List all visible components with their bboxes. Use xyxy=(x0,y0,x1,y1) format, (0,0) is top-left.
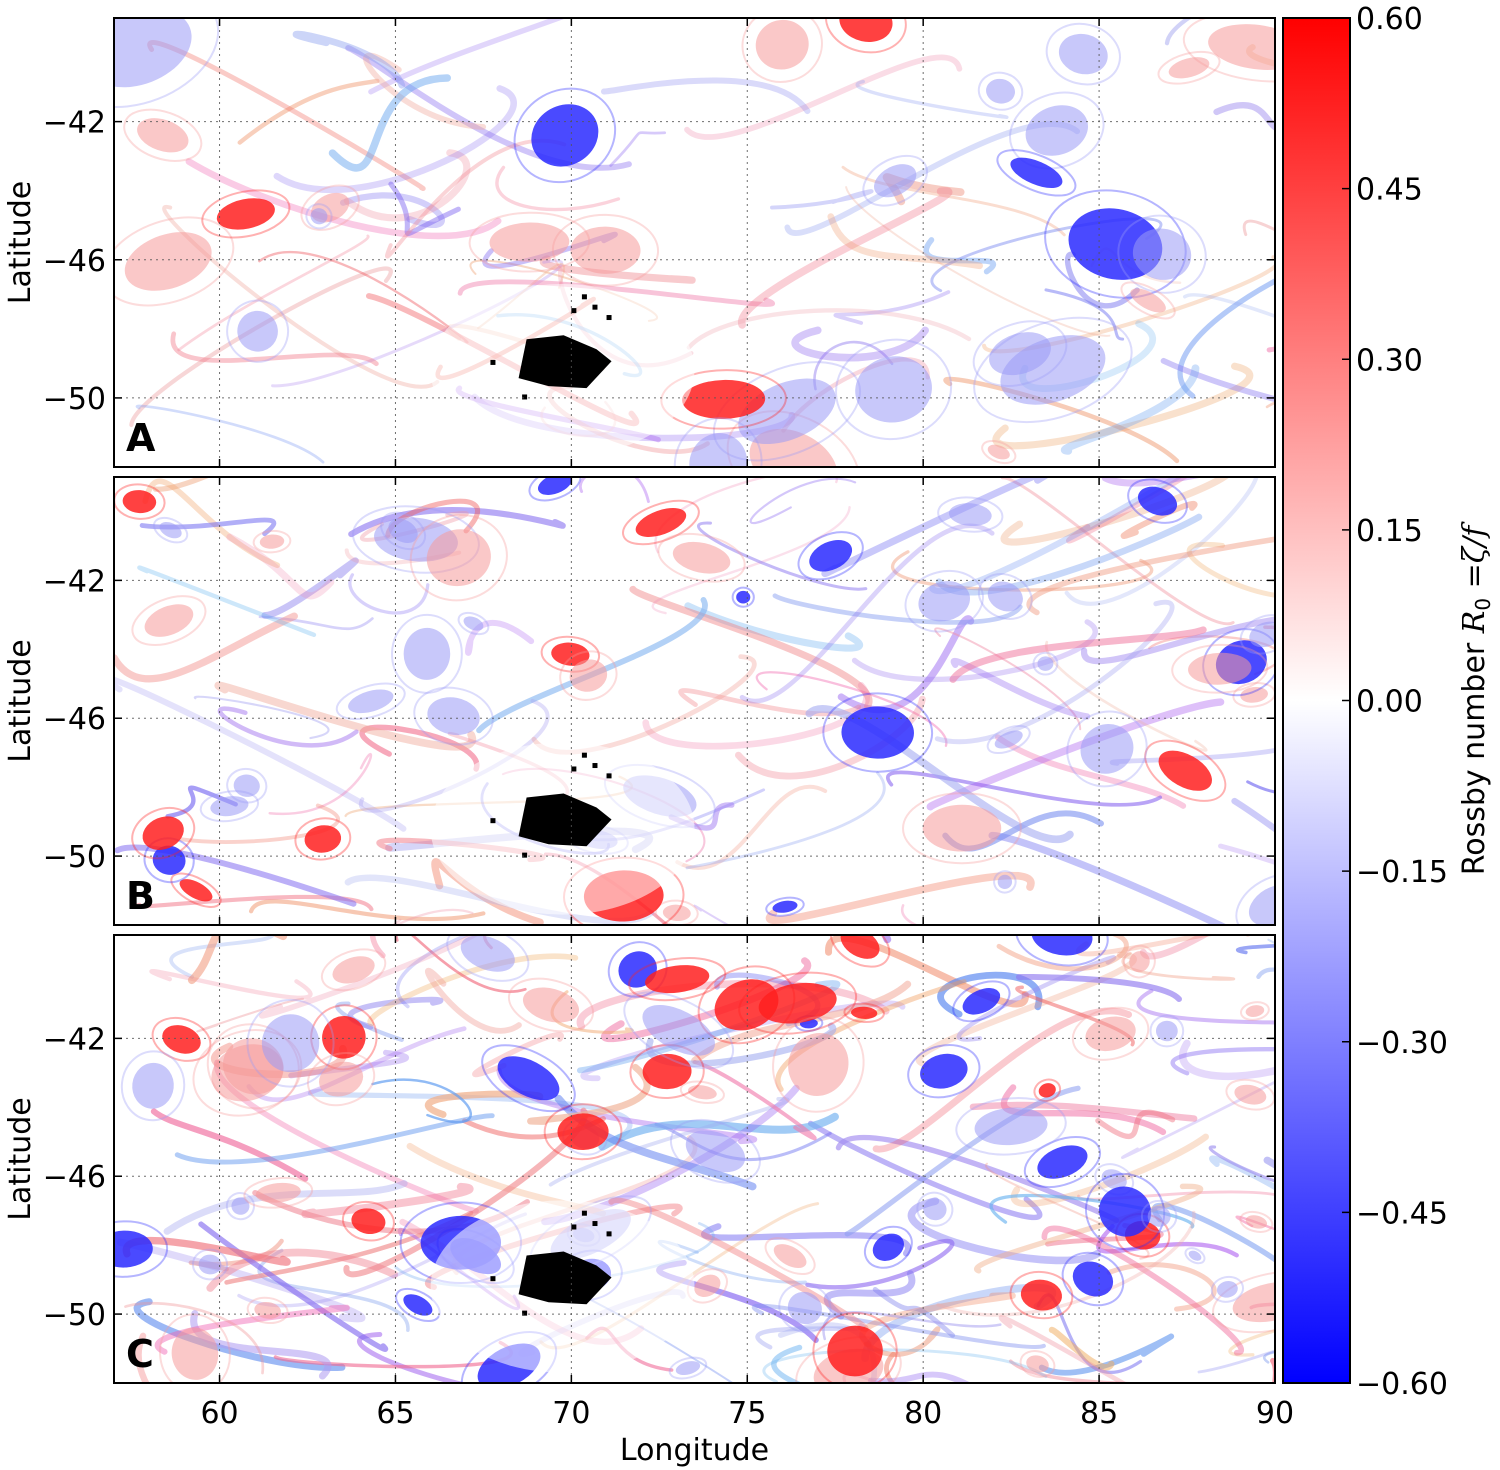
colorbar-tick-label: −0.45 xyxy=(1356,1196,1448,1231)
masked-land-dot xyxy=(581,752,587,758)
vorticity-field xyxy=(114,477,1275,925)
colorbar-label-main: Rossby number xyxy=(1457,633,1492,875)
masked-land-dot xyxy=(606,1231,612,1237)
masked-land-dot xyxy=(606,315,612,321)
panel-c: −42 −46 −50 Latitude C xyxy=(3,934,1276,1384)
colorbar-tick-label: 0.30 xyxy=(1356,343,1423,378)
colorbar-label-equation: =ζ/f xyxy=(1457,521,1492,598)
masked-land-dot xyxy=(571,766,577,772)
panel-label: C xyxy=(126,1332,154,1376)
masked-land-dot xyxy=(522,852,528,858)
vorticity-field xyxy=(114,18,1275,467)
masked-land-dot xyxy=(522,1310,528,1316)
y-tick-label: −50 xyxy=(43,840,106,875)
masked-land-dot xyxy=(490,1276,496,1282)
masked-land-dot xyxy=(490,359,496,365)
masked-land-dot xyxy=(490,818,496,824)
y-tick-label: −42 xyxy=(43,1022,106,1057)
grid xyxy=(114,477,1275,925)
masked-land-dot xyxy=(581,1210,587,1216)
grid xyxy=(114,18,1275,467)
y-axis-label: Latitude xyxy=(3,1097,38,1220)
y-tick-label: −42 xyxy=(43,106,106,141)
masked-land-dot xyxy=(581,294,587,300)
x-axis: 60 65 70 75 80 85 90 Longitude xyxy=(200,1396,1294,1468)
y-axis-label: Latitude xyxy=(3,639,38,762)
y-tick-label: −46 xyxy=(43,1160,106,1195)
colorbar-tick-label: 0.45 xyxy=(1356,173,1423,208)
colorbar: 0.60 0.45 0.30 0.15 0.00 −0.15 −0.30 −0.45 −0.60… xyxy=(1282,2,1495,1402)
y-axis-label: Latitude xyxy=(3,181,38,304)
panel-a: −42 −46 −50 Latitude A xyxy=(3,17,1276,468)
panel-frame xyxy=(113,934,1276,1384)
colorbar-tick-label: 0.60 xyxy=(1356,2,1423,37)
masked-land-dot xyxy=(571,308,577,314)
colorbar-tick-label: 0.00 xyxy=(1356,685,1423,720)
masked-land-dot xyxy=(592,763,598,769)
y-tick-label: −46 xyxy=(43,702,106,737)
y-tick-label: −42 xyxy=(43,564,106,599)
masked-land-dot xyxy=(592,304,598,310)
x-tick-label: 85 xyxy=(1080,1396,1118,1431)
masked-land-dot xyxy=(606,773,612,779)
panels: −42−46−50LatitudeA−42−46−50LatitudeB−42−… xyxy=(3,17,1276,1384)
x-tick-label: 60 xyxy=(200,1396,238,1431)
masked-land-dot xyxy=(571,1224,577,1230)
masked-land xyxy=(518,335,612,389)
colorbar-tick-label: −0.30 xyxy=(1356,1026,1448,1061)
panel-b: −42 −46 −50 Latitude B xyxy=(3,476,1276,926)
colorbar-tick-label: −0.60 xyxy=(1356,1367,1448,1402)
panel-frame xyxy=(113,17,1276,468)
panel-label: B xyxy=(126,874,155,918)
panel-frame xyxy=(113,476,1276,926)
y-tick-label: −50 xyxy=(43,1298,106,1333)
x-axis-label: Longitude xyxy=(620,1433,769,1468)
colorbar-tick-label: 0.15 xyxy=(1356,514,1423,549)
x-tick-label: 90 xyxy=(1256,1396,1294,1431)
grid xyxy=(114,935,1275,1383)
masked-land xyxy=(518,793,612,847)
vorticity-field xyxy=(114,935,1275,1383)
x-tick-label: 75 xyxy=(728,1396,766,1431)
x-tick-label: 80 xyxy=(904,1396,942,1431)
x-tick-label: 65 xyxy=(376,1396,414,1431)
colorbar-label: Rossby number R0 =ζ/f xyxy=(1457,521,1495,875)
colorbar-tick-label: −0.15 xyxy=(1356,855,1448,890)
colorbar-label-subscript: 0 xyxy=(1471,598,1495,611)
masked-land xyxy=(518,1251,612,1305)
masked-land-dot xyxy=(522,394,528,400)
y-tick-label: −46 xyxy=(43,244,106,279)
x-tick-label: 70 xyxy=(552,1396,590,1431)
panel-label: A xyxy=(126,416,156,460)
y-tick-label: −50 xyxy=(43,382,106,417)
masked-land-dot xyxy=(592,1221,598,1227)
colorbar-gradient xyxy=(1282,17,1351,1384)
colorbar-label-symbol: R xyxy=(1457,611,1492,635)
